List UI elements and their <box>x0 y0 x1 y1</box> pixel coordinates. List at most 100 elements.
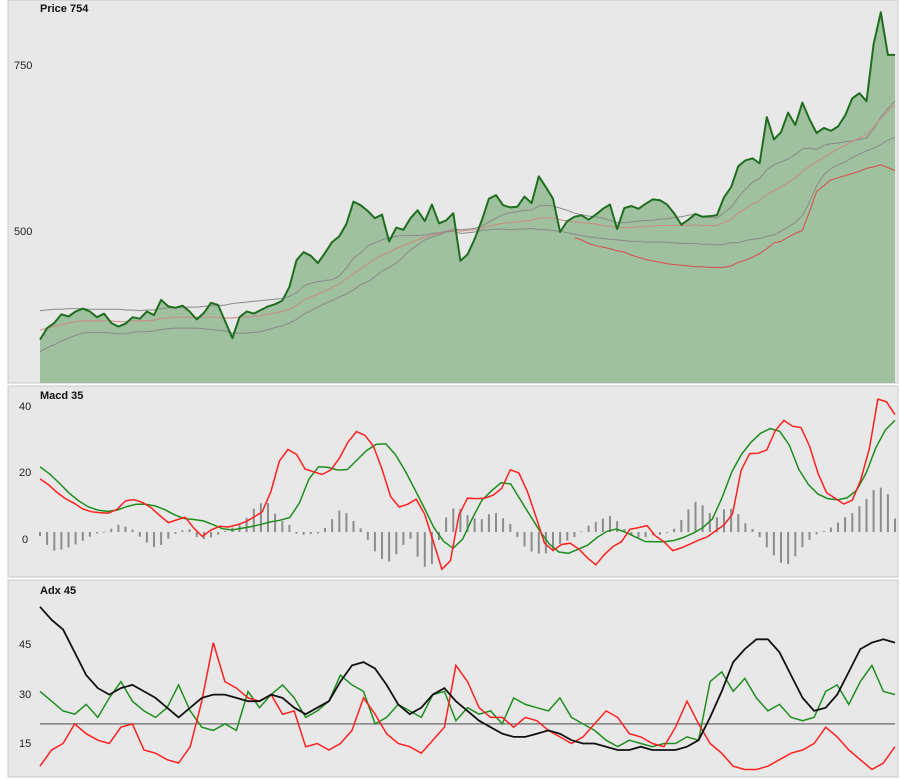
price-panel: 500 750 Price 754 <box>7 0 899 384</box>
macd-histogram-bar <box>730 509 733 532</box>
price-panel-title: Price 754 <box>40 3 89 15</box>
macd-histogram-bar <box>502 518 505 533</box>
macd-histogram-bar <box>366 532 369 540</box>
macd-histogram-bar <box>772 532 775 556</box>
macd-histogram-bar <box>473 518 476 532</box>
macd-histogram-bar <box>67 532 70 548</box>
macd-histogram-bar <box>466 515 469 532</box>
macd-histogram-bar <box>666 532 668 533</box>
macd-histogram-bar <box>808 532 811 540</box>
macd-panel-title: Macd 35 <box>40 390 83 402</box>
macd-histogram-bar <box>601 518 604 532</box>
macd-histogram-bar <box>794 532 797 557</box>
macd-histogram-bar <box>587 525 590 532</box>
macd-histogram-bar <box>844 517 847 533</box>
macd-histogram-bar <box>872 490 875 532</box>
price-area-group <box>40 12 895 384</box>
adx-tick-label: 15 <box>19 738 31 750</box>
adx-line <box>39 606 896 751</box>
macd-histogram-bar <box>423 532 426 567</box>
macd-histogram-bar <box>324 528 326 533</box>
macd-histogram-bar <box>516 532 519 538</box>
macd-histogram-bar <box>801 532 804 548</box>
macd-tick-label: 20 <box>19 467 31 479</box>
macd-tick-label: 0 <box>22 534 28 546</box>
macd-histogram-bar <box>694 501 697 532</box>
macd-histogram-bar <box>124 526 127 532</box>
macd-histogram-bar <box>837 522 839 533</box>
macd-histogram-bar <box>188 529 191 532</box>
macd-histogram-bar <box>822 531 825 532</box>
macd-histogram-bar <box>181 530 184 532</box>
macd-histogram-bar <box>544 532 547 554</box>
macd-histogram-bar <box>81 532 84 541</box>
macd-histogram-bar <box>352 520 355 533</box>
macd-histogram-bar <box>388 532 391 562</box>
macd-histogram-bar <box>309 532 312 534</box>
price-lines-group <box>39 11 896 353</box>
macd-histogram-bar <box>160 532 163 545</box>
macd-histogram-bar <box>153 532 155 547</box>
macd-histogram-bar <box>281 520 284 533</box>
macd-histogram-bar <box>751 529 754 532</box>
macd-histogram-bar <box>452 508 455 533</box>
macd-histogram-bar <box>138 532 141 537</box>
plus-di-line <box>39 663 896 748</box>
macd-histogram-bar <box>708 513 711 532</box>
macd-histogram-bar <box>252 508 255 532</box>
macd-histogram-bar <box>338 510 341 532</box>
macd-histogram-bar <box>594 521 597 532</box>
macd-histogram-bar <box>609 515 611 532</box>
macd-histogram-bar <box>886 494 889 533</box>
price-tick-group: 500 750 <box>14 60 32 238</box>
macd-histogram-bar <box>288 524 291 532</box>
macd-histogram-bar <box>744 523 747 532</box>
minus-di-line <box>39 642 896 771</box>
macd-histogram-bar <box>765 532 768 548</box>
macd-histogram-bar <box>430 532 433 565</box>
adx-panel: 15 30 45 Adx 45 <box>7 579 899 778</box>
macd-histogram-bar <box>416 532 419 557</box>
price-line <box>39 11 895 341</box>
adx-tick-group: 15 30 45 <box>19 639 31 750</box>
macd-lines-group <box>39 398 896 571</box>
macd-histogram-bar <box>295 532 298 534</box>
macd-histogram-bar <box>858 506 861 532</box>
macd-histogram-bar <box>402 532 405 545</box>
macd-histogram-bar <box>851 513 854 532</box>
macd-histogram-bar <box>495 513 497 532</box>
macd-histogram-bar <box>381 532 383 560</box>
macd-histogram-bar <box>267 503 269 533</box>
macd-histogram-bar <box>780 532 782 563</box>
macd-histogram-bar <box>701 505 704 532</box>
macd-histogram-bar <box>174 532 177 534</box>
price-area-fill <box>40 12 895 384</box>
macd-histogram-bar <box>195 532 198 538</box>
macd-histogram-bar <box>302 532 305 535</box>
macd-histogram-bar <box>459 509 462 532</box>
price-tick-label: 500 <box>14 226 32 238</box>
macd-histogram-bar <box>523 532 526 547</box>
macd-histogram-bar <box>259 503 262 532</box>
macd-histogram-bar <box>60 532 63 550</box>
macd-histogram-bar <box>758 532 761 538</box>
adx-tick-label: 30 <box>19 689 31 701</box>
macd-histogram-bar <box>167 532 170 539</box>
macd-histogram-bar <box>680 519 683 533</box>
macd-histogram-bar <box>879 487 882 532</box>
macd-histogram-bar <box>445 517 448 532</box>
macd-histogram-bar <box>723 509 725 533</box>
price-tick-label: 750 <box>14 60 32 72</box>
macd-histogram-bar <box>39 532 41 537</box>
macd-histogram-bar <box>210 532 212 538</box>
macd-histogram-bar <box>331 519 334 533</box>
macd-histogram-bar <box>409 532 412 539</box>
long-moving-average-line <box>574 164 896 268</box>
macd-histogram-bar <box>637 532 640 538</box>
macd-histogram-bar <box>316 532 319 534</box>
macd-histogram-bar <box>616 521 619 532</box>
bollinger-middle-line <box>39 104 896 331</box>
macd-histogram-bar <box>829 527 832 532</box>
macd-histogram-bar <box>46 532 49 545</box>
macd-histogram-bar <box>559 532 562 544</box>
